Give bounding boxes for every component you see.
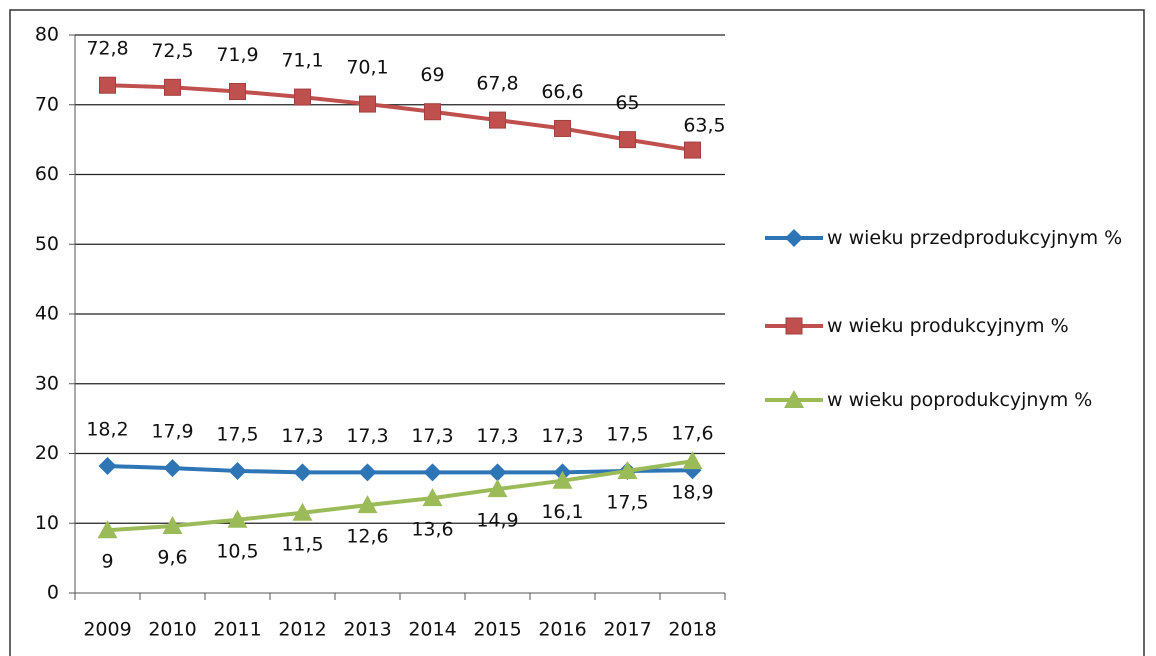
marker [488, 463, 507, 482]
marker [163, 459, 182, 478]
data-label: 18,9 [671, 482, 713, 504]
marker [97, 520, 118, 539]
marker [358, 463, 377, 482]
marker [617, 460, 638, 479]
x-tick-label: 2015 [473, 619, 521, 641]
y-tick-label: 50 [35, 233, 59, 255]
data-label: 69 [420, 64, 444, 86]
data-label: 63,5 [683, 115, 725, 137]
y-tick-label: 30 [35, 372, 59, 394]
data-label: 17,5 [216, 423, 258, 445]
y-tick-label: 70 [35, 93, 59, 115]
y-tick-label: 0 [47, 582, 59, 604]
marker [357, 495, 378, 514]
data-label: 17,9 [151, 421, 193, 443]
y-tick-label: 60 [35, 163, 59, 185]
marker [99, 76, 116, 94]
marker [162, 516, 183, 535]
legend-marker [784, 390, 804, 408]
x-tick-label: 2013 [343, 619, 391, 641]
marker [292, 502, 313, 521]
marker [424, 103, 441, 121]
legend-label: w wieku przedprodukcyjnym % [827, 227, 1123, 249]
data-label: 17,3 [281, 425, 323, 447]
series-line [107, 83, 693, 153]
marker [487, 479, 508, 498]
legend-marker [785, 317, 803, 335]
data-label: 10,5 [216, 540, 258, 562]
series-line [107, 459, 693, 533]
marker [423, 463, 442, 482]
marker [682, 451, 703, 470]
x-tick-label: 2012 [278, 619, 326, 641]
data-label: 17,3 [541, 425, 583, 447]
chart-frame [9, 9, 1145, 656]
data-label: 14,9 [476, 510, 518, 532]
marker [489, 111, 506, 129]
legend-key [765, 229, 823, 247]
legend-marker [785, 229, 803, 247]
legend-key [765, 317, 823, 335]
data-label: 12,6 [346, 526, 388, 548]
data-label: 9 [101, 551, 113, 573]
marker [552, 470, 573, 489]
data-label: 17,5 [606, 423, 648, 445]
marker [684, 141, 701, 159]
data-label: 67,8 [476, 73, 518, 95]
data-label: 66,6 [541, 81, 583, 103]
data-label: 16,1 [541, 501, 583, 523]
x-tick-label: 2009 [83, 619, 131, 641]
y-tick-label: 40 [35, 303, 59, 325]
data-label: 17,5 [606, 491, 648, 513]
data-label: 71,9 [216, 44, 258, 66]
marker [422, 488, 443, 507]
data-label: 70,1 [346, 57, 388, 79]
marker [293, 463, 312, 482]
x-tick-label: 2011 [213, 619, 261, 641]
data-label: 17,3 [346, 425, 388, 447]
marker [619, 131, 636, 149]
series-line [107, 464, 693, 475]
legend-key [765, 390, 823, 408]
marker [554, 119, 571, 137]
marker [359, 95, 376, 113]
x-tick-label: 2018 [668, 619, 716, 641]
x-tick-label: 2014 [408, 619, 456, 641]
marker [98, 457, 117, 476]
data-label: 13,6 [411, 519, 453, 541]
y-tick-label: 20 [35, 442, 59, 464]
data-label: 9,6 [157, 547, 187, 569]
marker [294, 88, 311, 106]
data-label: 17,6 [671, 423, 713, 445]
marker [229, 82, 246, 100]
legend-label: w wieku produkcyjnym % [827, 315, 1069, 337]
y-tick-label: 10 [35, 512, 59, 534]
data-label: 17,3 [411, 425, 453, 447]
marker [228, 461, 247, 480]
x-tick-label: 2016 [538, 619, 586, 641]
x-tick-label: 2017 [603, 619, 651, 641]
data-label: 71,1 [281, 50, 323, 72]
x-tick-label: 2010 [148, 619, 196, 641]
data-label: 65 [615, 92, 639, 114]
legend-label: w wieku poprodukcyjnym % [827, 389, 1093, 411]
y-tick-label: 80 [35, 24, 59, 46]
data-label: 18,2 [86, 419, 128, 441]
data-label: 11,5 [281, 533, 323, 555]
data-label: 17,3 [476, 425, 518, 447]
data-label: 72,5 [151, 40, 193, 62]
marker [164, 78, 181, 96]
data-label: 72,8 [86, 38, 128, 60]
marker [227, 509, 248, 528]
